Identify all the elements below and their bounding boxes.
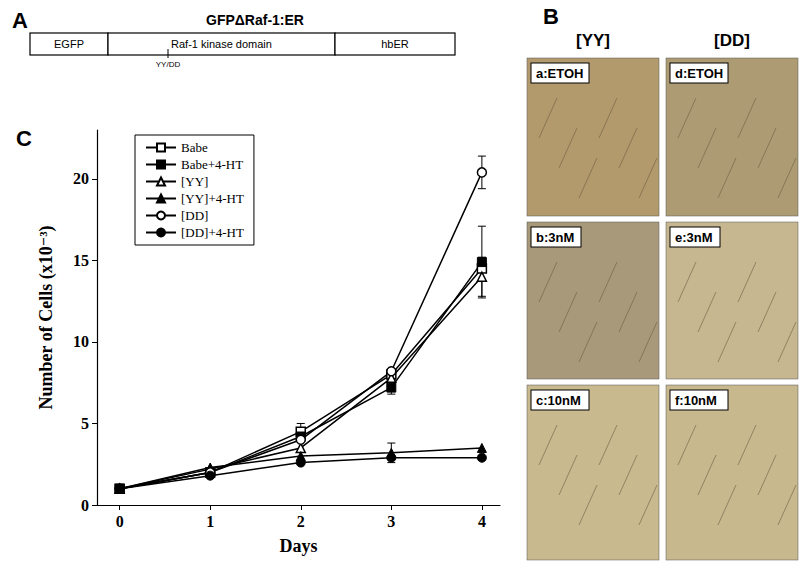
svg-text:EGFP: EGFP	[54, 38, 84, 50]
svg-text:A: A	[12, 8, 28, 33]
svg-text:Babe+4-HT: Babe+4-HT	[181, 157, 243, 172]
svg-text:15: 15	[73, 252, 89, 269]
svg-text:[DD]+4-HT: [DD]+4-HT	[181, 225, 244, 240]
svg-text:1: 1	[206, 513, 214, 530]
svg-text:[DD]: [DD]	[714, 31, 750, 50]
svg-text:B: B	[543, 4, 559, 29]
svg-text:4: 4	[478, 513, 486, 530]
svg-text:e:3nM: e:3nM	[675, 230, 713, 245]
svg-text:0: 0	[81, 497, 89, 514]
svg-text:c:10nM: c:10nM	[536, 393, 581, 408]
svg-text:GFPΔRaf-1:ER: GFPΔRaf-1:ER	[206, 12, 304, 28]
svg-text:Number of Cells (x10⁻³): Number of Cells (x10⁻³)	[36, 225, 57, 409]
svg-text:5: 5	[81, 415, 89, 432]
svg-text:a:ETOH: a:ETOH	[536, 66, 583, 81]
svg-text:d:ETOH: d:ETOH	[675, 66, 723, 81]
svg-text:YY/DD: YY/DD	[156, 60, 181, 69]
svg-text:C: C	[16, 126, 32, 151]
svg-text:hbER: hbER	[381, 38, 409, 50]
svg-text:0: 0	[116, 513, 124, 530]
svg-text:Raf-1 kinase domain: Raf-1 kinase domain	[171, 38, 272, 50]
svg-text:[YY]: [YY]	[181, 174, 208, 189]
svg-text:[DD]: [DD]	[181, 208, 208, 223]
svg-text:3: 3	[387, 513, 395, 530]
svg-text:10: 10	[73, 333, 89, 350]
svg-text:f:10nM: f:10nM	[675, 393, 717, 408]
svg-text:2: 2	[297, 513, 305, 530]
svg-text:[YY]: [YY]	[576, 31, 610, 50]
svg-text:Babe: Babe	[181, 140, 208, 155]
svg-text:[YY]+4-HT: [YY]+4-HT	[181, 191, 244, 206]
svg-text:b:3nM: b:3nM	[536, 230, 574, 245]
svg-text:20: 20	[73, 170, 89, 187]
svg-text:Days: Days	[279, 536, 317, 556]
